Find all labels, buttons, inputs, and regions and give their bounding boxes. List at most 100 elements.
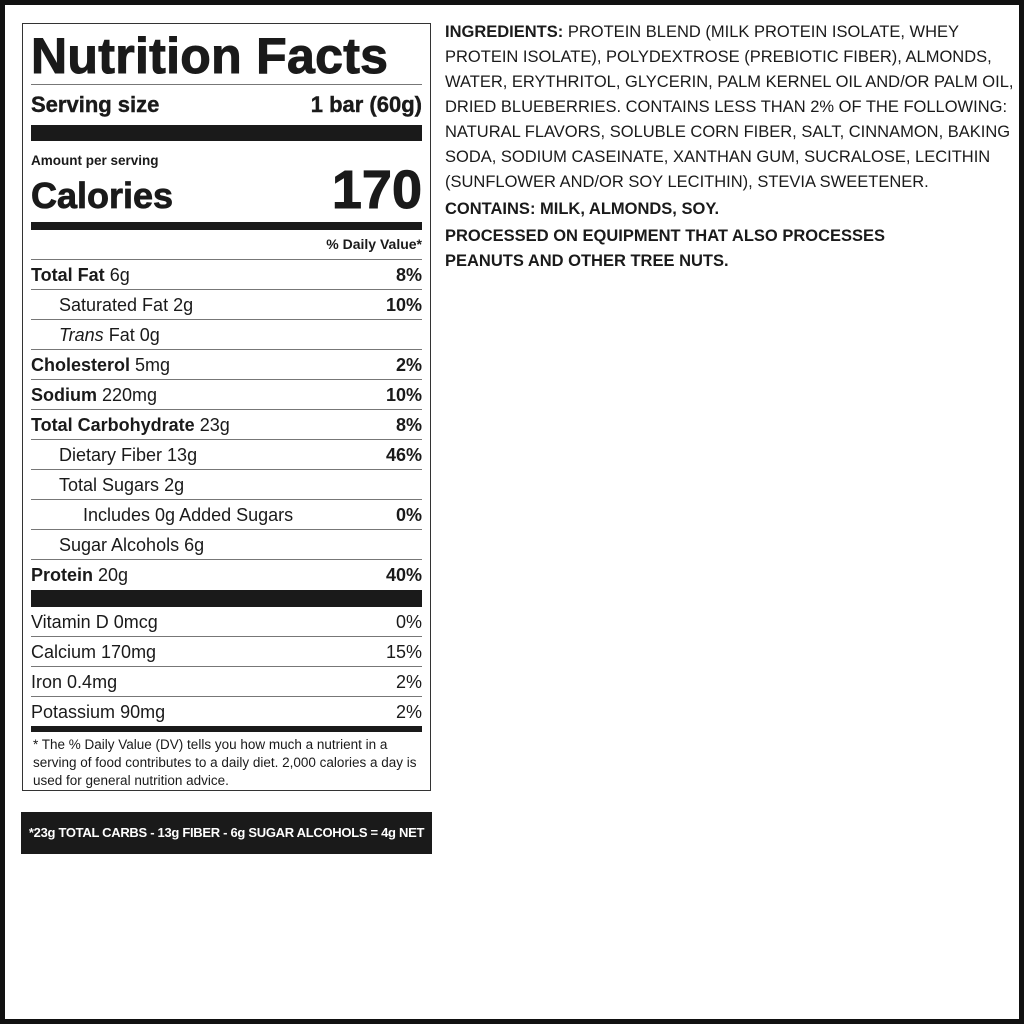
calories-row: Calories 170 — [31, 163, 423, 218]
nutrient-row: Total Sugars 2g — [31, 469, 422, 499]
nutrient-label: Includes 0g Added Sugars — [83, 505, 294, 525]
panel-title: Nutrition Facts — [31, 28, 389, 85]
ingredients-label: INGREDIENTS: — [445, 23, 564, 41]
processing-warning: PROCESSED ON EQUIPMENT THAT ALSO PROCESS… — [445, 224, 1005, 274]
processing-line: PEANUTS AND OTHER TREE NUTS. — [445, 252, 729, 270]
vitamin-label: Iron — [31, 672, 63, 692]
serving-size-row: Serving size 1 bar (60g) — [31, 85, 422, 125]
nutrient-amount: 0g — [139, 325, 160, 345]
nutrient-daily-value: 46% — [385, 445, 422, 465]
nutrition-facts-panel: Nutrition Facts Serving size 1 bar (60g)… — [22, 23, 431, 791]
ingredients-line: INGREDIENTS: PROTEIN BLEND (MILK PROTEIN… — [445, 20, 1005, 45]
processing-line: PROCESSED ON EQUIPMENT THAT ALSO PROCESS… — [445, 227, 886, 245]
nutrient-amount: 6g — [109, 265, 130, 285]
nutrient-daily-value: 2% — [395, 355, 422, 375]
vitamin-amount: 90mg — [120, 702, 166, 722]
calories-value: 170 — [331, 160, 422, 220]
vitamin-daily-value: 15% — [385, 642, 422, 662]
nutrient-daily-value: 10% — [385, 385, 422, 405]
vitamin-row: Potassium 90mg 2% — [31, 696, 422, 726]
nutrient-row: Protein 20g 40% — [31, 559, 422, 589]
vitamin-daily-value: 2% — [395, 672, 422, 692]
vitamin-name: Vitamin D 0mcg — [31, 607, 158, 636]
nutrient-label: Protein — [31, 565, 94, 585]
nutrient-label: Dietary Fiber — [59, 445, 163, 465]
divider — [31, 84, 422, 85]
nutrient-row: Saturated Fat 2g 10% — [31, 289, 422, 319]
thick-divider — [31, 125, 422, 141]
calories-label: Calories — [31, 175, 174, 216]
allergen-contains: CONTAINS: MILK, ALMONDS, SOY. — [445, 200, 720, 218]
nutrient-daily-value: 0% — [395, 505, 422, 525]
serving-size-value: 1 bar (60g) — [310, 92, 423, 117]
ingredients-line: (SUNFLOWER AND/OR SOY LECITHIN), STEVIA … — [445, 173, 929, 191]
nutrient-list: Total Fat 6g 8% Saturated Fat 2g 10% Trans F… — [31, 259, 422, 589]
vitamin-label: Vitamin D — [31, 612, 109, 632]
nutrient-label: Total Sugars — [59, 475, 160, 495]
nutrient-name: Trans Fat 0g — [31, 320, 160, 349]
nutrient-label: Sodium — [31, 385, 97, 405]
nutrient-name: Protein 20g — [31, 560, 128, 589]
ingredients-line: WATER, ERYTHRITOL, GLYCERIN, PALM KERNEL… — [445, 73, 1014, 91]
nutrient-amount: 6g — [184, 535, 205, 555]
vitamin-label: Calcium — [31, 642, 97, 662]
ingredients-line: DRIED BLUEBERRIES. CONTAINS LESS THAN 2%… — [445, 98, 1008, 116]
nutrient-label: Total Carbohydrate — [31, 415, 195, 435]
ingredients-line: NATURAL FLAVORS, SOLUBLE CORN FIBER, SAL… — [445, 123, 1011, 141]
vitamin-daily-value: 0% — [395, 612, 422, 632]
vitamin-row: Calcium 170mg 15% — [31, 636, 422, 666]
nutrient-name: Saturated Fat 2g — [31, 290, 193, 319]
nutrient-name-italic: Trans — [59, 325, 104, 345]
daily-value-header: % Daily Value* — [326, 236, 422, 252]
medium-divider — [31, 726, 422, 732]
nutrient-name: Includes 0g Added Sugars — [31, 500, 293, 529]
nutrient-row: Trans Fat 0g — [31, 319, 422, 349]
thick-divider — [31, 590, 422, 607]
nutrient-row: Total Fat 6g 8% — [31, 259, 422, 289]
vitamin-amount: 170mg — [101, 642, 157, 662]
nutrient-amount: 23g — [199, 415, 230, 435]
ingredients-text: INGREDIENTS: PROTEIN BLEND (MILK PROTEIN… — [445, 20, 1014, 195]
daily-value-footnote: * The % Daily Value (DV) tells you how m… — [33, 737, 417, 788]
nutrient-label: Sugar Alcohols — [59, 535, 180, 555]
vitamin-list: Vitamin D 0mcg 0% Calcium 170mg 15% Iron 0.4… — [31, 607, 422, 726]
nutrient-amount: 2g — [164, 475, 185, 495]
nutrient-amount: 20g — [98, 565, 129, 585]
nutrient-row: Sugar Alcohols 6g — [31, 529, 422, 559]
nutrient-name: Cholesterol 5mg — [31, 350, 170, 379]
nutrient-amount: 2g — [173, 295, 194, 315]
nutrient-label: Saturated Fat — [59, 295, 169, 315]
medium-divider — [31, 222, 422, 230]
nutrient-row: Sodium 220mg 10% — [31, 379, 422, 409]
nutrient-name: Sugar Alcohols 6g — [31, 530, 204, 559]
ingredients-block: INGREDIENTS: PROTEIN BLEND (MILK PROTEIN… — [445, 20, 1014, 274]
vitamin-daily-value: 2% — [395, 702, 422, 722]
nutrient-name: Total Fat 6g — [31, 260, 130, 289]
amount-per-serving: Amount per serving — [31, 153, 159, 168]
nutrient-row: Cholesterol 5mg 2% — [31, 349, 422, 379]
vitamin-label: Potassium — [31, 702, 116, 722]
serving-size-label: Serving size — [31, 92, 160, 117]
nutrient-name: Total Carbohydrate 23g — [31, 410, 230, 439]
nutrient-daily-value: 8% — [395, 265, 422, 285]
net-carbs-banner: *23g TOTAL CARBS - 13g FIBER - 6g SUGAR … — [21, 812, 432, 882]
nutrient-daily-value: 40% — [385, 565, 422, 585]
nutrient-amount: 13g — [167, 445, 198, 465]
nutrient-name: Sodium 220mg — [31, 380, 157, 409]
vitamin-row: Iron 0.4mg 2% — [31, 666, 422, 696]
nutrient-row: Dietary Fiber 13g 46% — [31, 439, 422, 469]
nutrient-label: Fat — [108, 325, 135, 345]
nutrient-row: Includes 0g Added Sugars 0% — [31, 499, 422, 529]
vitamin-amount: 0mcg — [113, 612, 158, 632]
nutrient-amount: 5mg — [135, 355, 171, 375]
vitamin-name: Potassium 90mg — [31, 697, 165, 726]
nutrient-daily-value: 8% — [395, 415, 422, 435]
nutrient-row: Total Carbohydrate 23g 8% — [31, 409, 422, 439]
ingredients-line-text: PROTEIN BLEND (MILK PROTEIN ISOLATE, WHE… — [563, 23, 960, 41]
nutrient-label: Total Fat — [31, 265, 105, 285]
nutrient-label: Cholesterol — [31, 355, 131, 375]
vitamin-name: Iron 0.4mg — [31, 667, 117, 696]
nutrient-name: Dietary Fiber 13g — [31, 440, 197, 469]
vitamin-name: Calcium 170mg — [31, 637, 156, 666]
